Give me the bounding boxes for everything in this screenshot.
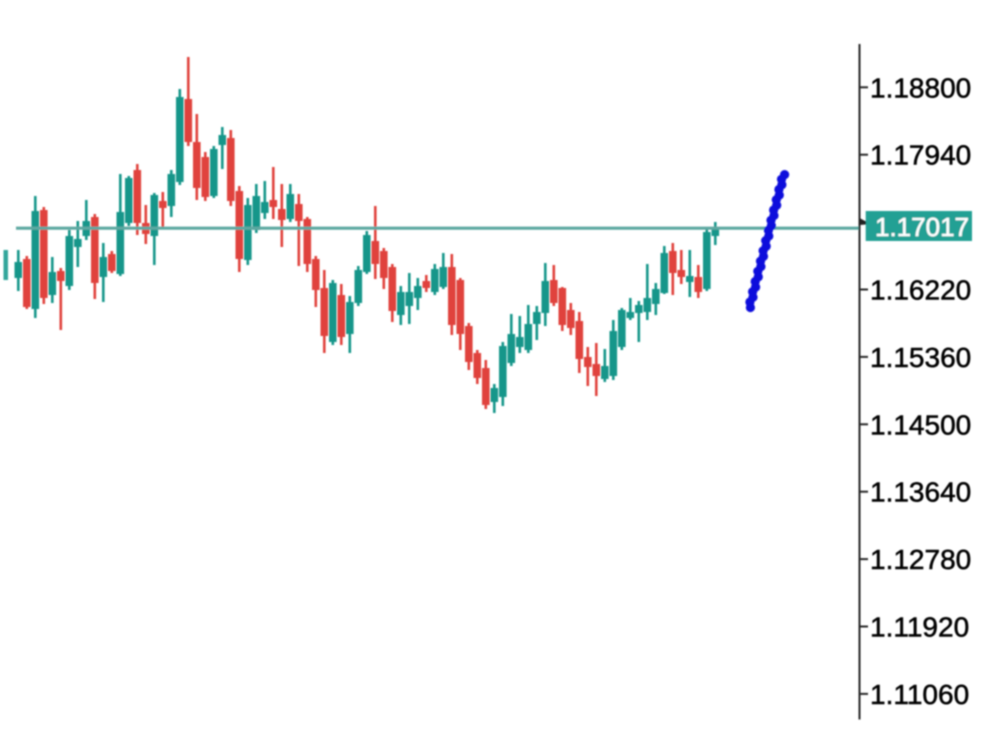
- svg-text:1.18800: 1.18800: [870, 72, 971, 103]
- svg-text:1.17940: 1.17940: [870, 140, 971, 171]
- svg-text:1.11920: 1.11920: [870, 612, 969, 643]
- svg-text:1.14500: 1.14500: [870, 409, 971, 440]
- svg-text:1.11060: 1.11060: [870, 679, 969, 710]
- svg-text:1.16220: 1.16220: [870, 275, 971, 306]
- svg-text:1.13640: 1.13640: [870, 477, 971, 508]
- svg-text:1.15360: 1.15360: [870, 342, 971, 373]
- svg-text:1.17017: 1.17017: [875, 212, 969, 242]
- svg-text:1.12780: 1.12780: [870, 544, 971, 575]
